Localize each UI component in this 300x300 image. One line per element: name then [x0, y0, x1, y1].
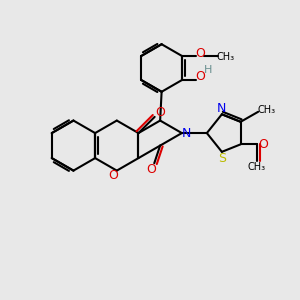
- Text: S: S: [218, 152, 226, 165]
- Text: N: N: [182, 128, 191, 140]
- Text: O: O: [258, 138, 268, 151]
- Text: O: O: [196, 70, 205, 83]
- Text: N: N: [217, 102, 226, 115]
- Text: O: O: [146, 163, 156, 176]
- Text: O: O: [108, 169, 118, 182]
- Text: CH₃: CH₃: [257, 105, 275, 115]
- Text: H: H: [204, 64, 212, 75]
- Text: O: O: [196, 47, 205, 60]
- Text: CH₃: CH₃: [217, 52, 235, 62]
- Text: CH₃: CH₃: [248, 162, 266, 172]
- Text: O: O: [155, 106, 165, 119]
